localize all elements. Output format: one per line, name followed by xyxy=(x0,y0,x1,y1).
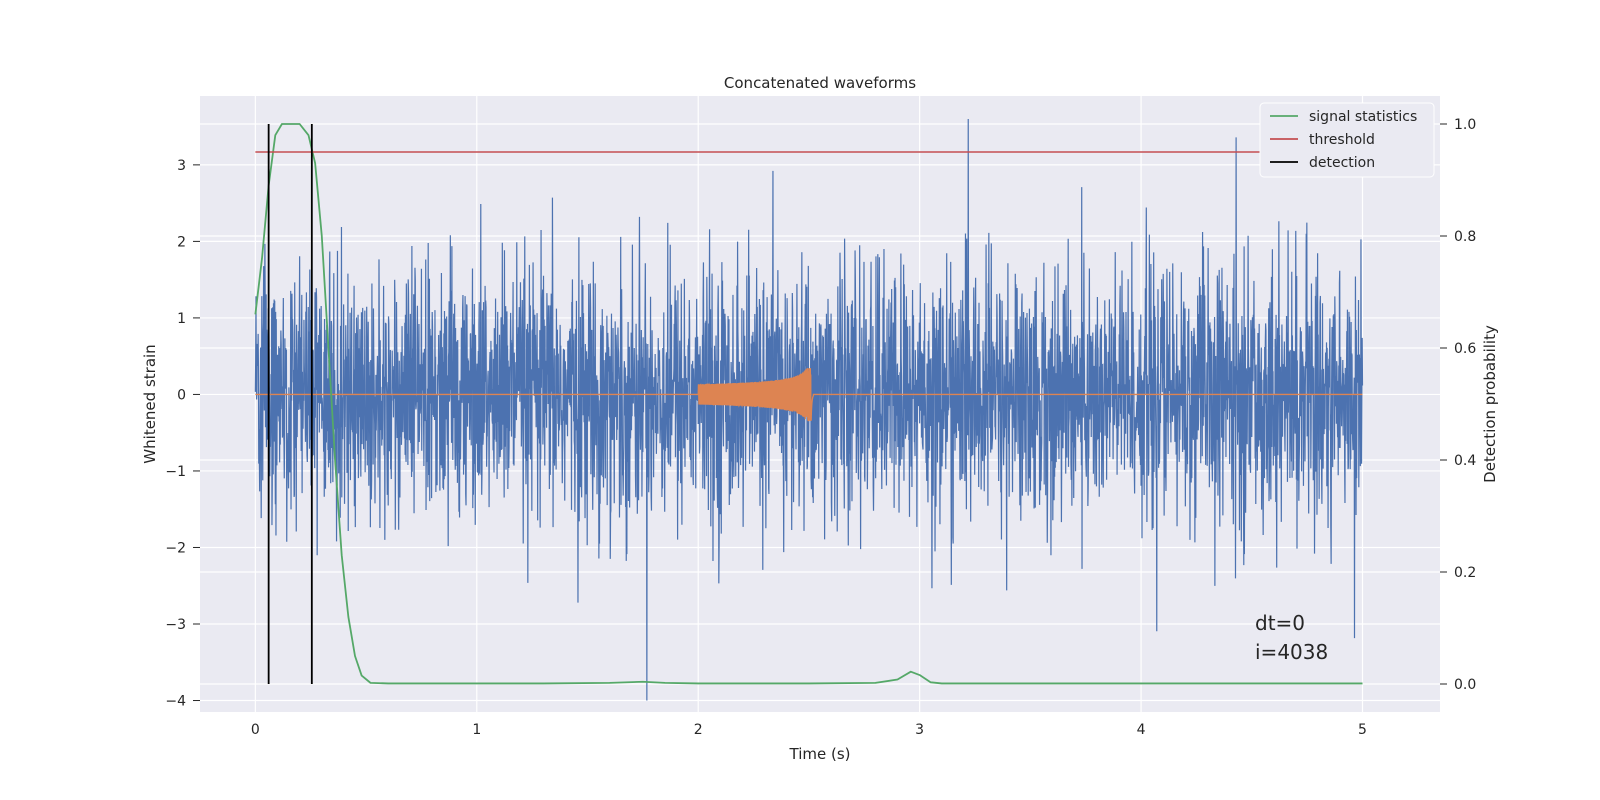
detection-series xyxy=(267,124,313,684)
y-tick-label: −3 xyxy=(165,617,186,633)
annotation-dt: dt=0 xyxy=(1255,611,1305,635)
y-tick-label: 0 xyxy=(177,387,186,403)
y-right-tick-label: 1.0 xyxy=(1454,117,1476,133)
x-tick-label: 2 xyxy=(694,722,703,738)
y-axis-title: Whitened strain xyxy=(141,344,159,463)
y-right-tick-label: 0.6 xyxy=(1454,341,1476,357)
signal-statistics-line xyxy=(254,123,1363,685)
x-tick-label: 0 xyxy=(251,722,260,738)
y-right-tick-label: 0.4 xyxy=(1454,453,1476,469)
legend-label-signal-statistics: signal statistics xyxy=(1309,109,1417,125)
axis-ticks: 0 1 2 3 4 5 3 2 1 0 −1 −2 −3 −4 1.0 0.8 0.6 0.4 0.2 0.0 xyxy=(165,117,1476,738)
injection-line xyxy=(255,367,1363,422)
y-right-tick-label: 0.8 xyxy=(1454,229,1476,245)
legend: signal statistics threshold detection xyxy=(1259,102,1435,178)
legend-box xyxy=(1259,102,1435,178)
x-tick-label: 1 xyxy=(472,722,481,738)
chart-title: Concatenated waveforms xyxy=(724,74,916,92)
x-tick-label: 3 xyxy=(915,722,924,738)
legend-label-threshold: threshold xyxy=(1309,132,1375,148)
y-tick-label: −4 xyxy=(165,694,186,710)
injection-series xyxy=(255,367,1363,422)
y-tick-label: 3 xyxy=(177,158,186,174)
annotation-index: i=4038 xyxy=(1255,640,1328,664)
signal-statistics-series xyxy=(254,123,1363,685)
y-tick-label: −1 xyxy=(165,464,186,480)
x-tick-label: 4 xyxy=(1137,722,1146,738)
x-tick-label: 5 xyxy=(1358,722,1367,738)
x-axis-title: Time (s) xyxy=(789,745,851,763)
y-right-tick-label: 0.0 xyxy=(1454,677,1476,693)
y-tick-label: −2 xyxy=(165,540,186,556)
y-tick-label: 2 xyxy=(177,234,186,250)
y-right-tick-label: 0.2 xyxy=(1454,565,1476,581)
legend-label-detection: detection xyxy=(1309,155,1375,171)
y-right-axis-title: Detection probability xyxy=(1481,325,1499,483)
y-tick-label: 1 xyxy=(177,311,186,327)
